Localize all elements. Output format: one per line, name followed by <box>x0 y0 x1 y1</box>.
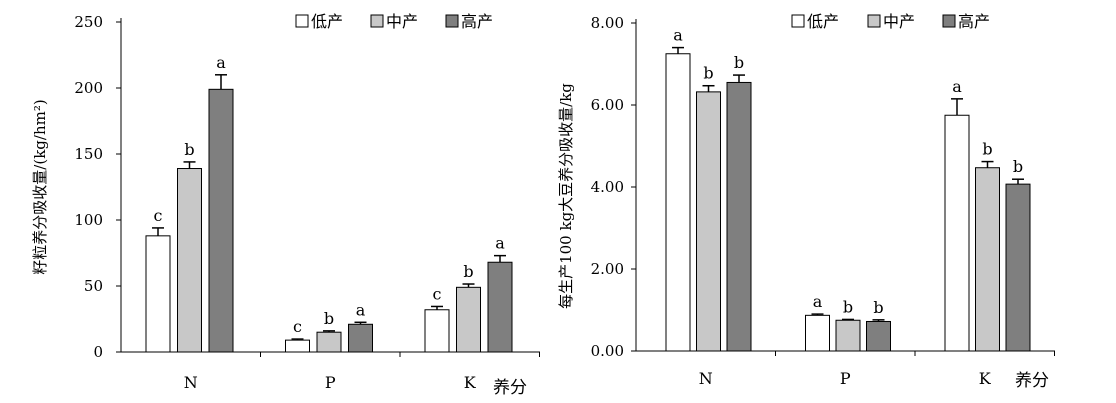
bar-K-高产 <box>487 261 513 353</box>
y-tick-label: 6.00 <box>591 96 624 114</box>
x-category-label: N <box>184 373 198 392</box>
legend-label: 中产 <box>883 12 915 31</box>
significance-label: a <box>495 234 505 253</box>
bar-P-高产 <box>348 323 373 353</box>
y-tick-label: 0 <box>93 343 103 361</box>
x-category-label: P <box>840 369 851 388</box>
bar-N-低产 <box>145 235 171 353</box>
x-category-label: N <box>699 369 713 388</box>
legend-swatch <box>791 14 805 28</box>
significance-label: c <box>433 284 442 303</box>
significance-label: c <box>154 206 163 225</box>
bar-P-高产 <box>866 320 891 352</box>
bar-P-中产 <box>835 319 861 352</box>
y-tick-label: 150 <box>74 145 103 163</box>
chart-panel-2: 0.00 2.00 4.00 6.00 8.00 每生产100 kg大豆养分吸收量/kg a… <box>557 12 1055 391</box>
significance-label: a <box>673 26 683 45</box>
x-category-label: K <box>464 373 477 392</box>
legend-label: 高产 <box>958 12 990 31</box>
significance-label: b <box>463 262 473 281</box>
x-axis-title: 养分 <box>1015 371 1049 391</box>
bar-K-中产 <box>975 167 1000 352</box>
legend-label: 低产 <box>311 12 343 31</box>
bar-K-低产 <box>424 309 450 353</box>
y-tick-label: 200 <box>74 79 103 97</box>
chart-panel-1: 0 50 100 150 200 250 籽粒养分吸收量/(kg/hm²) c b a Nc b a Pc… <box>31 12 540 398</box>
legend-label: 高产 <box>461 12 493 31</box>
y-axis-title: 籽粒养分吸收量/(kg/hm²) <box>31 99 49 274</box>
significance-label: b <box>1013 157 1023 176</box>
significance-label: b <box>843 297 853 316</box>
significance-label: b <box>873 298 883 317</box>
significance-label: b <box>184 140 194 159</box>
bar-N-低产 <box>665 53 691 352</box>
legend-swatch <box>867 14 881 28</box>
significance-label: a <box>813 292 823 311</box>
legend-swatch <box>370 14 384 28</box>
significance-label: c <box>293 317 302 336</box>
bar-N-高产 <box>208 88 234 353</box>
y-tick-label: 0.00 <box>591 342 624 360</box>
legend-label: 低产 <box>807 12 839 31</box>
legend-swatch <box>295 14 309 28</box>
bar-P-低产 <box>285 339 310 353</box>
legend-swatch <box>942 14 956 28</box>
x-axis-title: 养分 <box>493 378 527 398</box>
bar-P-低产 <box>805 314 830 352</box>
y-tick-label: 50 <box>84 277 103 295</box>
legend-label: 中产 <box>386 12 418 31</box>
bar-K-中产 <box>456 286 481 353</box>
significance-label: a <box>952 77 962 96</box>
bar-K-低产 <box>944 114 970 352</box>
bar-K-高产 <box>1005 183 1031 352</box>
y-axis-title: 每生产100 kg大豆养分吸收量/kg <box>557 83 575 309</box>
significance-label: b <box>982 140 992 159</box>
bar-N-中产 <box>696 91 721 352</box>
significance-label: a <box>216 53 226 72</box>
y-tick-label: 4.00 <box>591 178 624 196</box>
bar-N-高产 <box>726 81 752 352</box>
significance-label: a <box>356 300 366 319</box>
significance-label: b <box>734 53 744 72</box>
significance-label: b <box>324 309 334 328</box>
y-tick-label: 2.00 <box>591 260 624 278</box>
x-category-label: P <box>325 373 336 392</box>
x-category-label: K <box>979 369 992 388</box>
y-tick-label: 250 <box>74 13 103 31</box>
bar-N-中产 <box>177 168 202 353</box>
significance-label: b <box>703 64 713 83</box>
y-tick-label: 100 <box>74 211 103 229</box>
y-tick-label: 8.00 <box>591 14 624 32</box>
bar-P-中产 <box>316 331 342 353</box>
legend-swatch <box>445 14 459 28</box>
